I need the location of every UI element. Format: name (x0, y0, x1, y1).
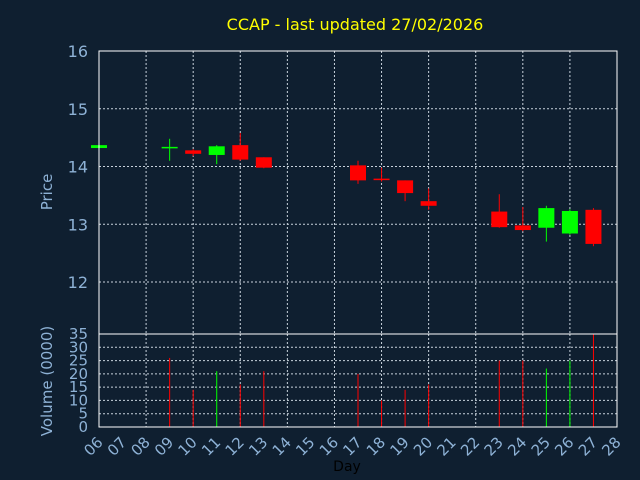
candle-body (161, 146, 178, 149)
candlesticks (91, 133, 602, 247)
x-tick-label: 09 (151, 433, 177, 459)
candle-body (397, 180, 414, 194)
candle-body (232, 145, 249, 160)
x-tick-label: 28 (598, 433, 624, 459)
volume-tick-label: 20 (69, 365, 88, 383)
volume-axis-label: Volume (0000) (38, 326, 56, 436)
volume-panel-frame (98, 333, 618, 428)
volume-tick-label: 10 (69, 391, 88, 409)
price-tick-label: 15 (68, 100, 88, 119)
x-tick-label: 26 (551, 433, 577, 459)
candle-body (185, 150, 202, 154)
x-tick-label: 07 (104, 433, 130, 459)
x-tick-label: 18 (363, 433, 389, 459)
x-tick-label: 17 (339, 433, 365, 459)
x-tick-label: 08 (127, 433, 153, 459)
candle-body (350, 165, 366, 181)
volume-tick-label: 15 (69, 378, 88, 396)
price-panel-frame (98, 50, 618, 335)
x-tick-label: 20 (410, 433, 436, 459)
x-tick-label: 15 (292, 433, 318, 459)
chart-title: CCAP - last updated 27/02/2026 (227, 15, 484, 34)
price-grid (99, 51, 617, 334)
x-tick-label: 06 (80, 433, 106, 459)
x-tick-label: 27 (575, 433, 601, 459)
price-tick-label: 12 (68, 273, 88, 292)
x-tick-label: 11 (198, 433, 224, 459)
x-tick-label: 13 (245, 433, 271, 459)
x-tick-label: 21 (434, 433, 460, 459)
volume-tick-label: 0 (78, 418, 88, 436)
candle-body (373, 178, 390, 181)
candle-body (561, 210, 578, 234)
candle-body (538, 208, 555, 228)
x-tick-label: 12 (222, 433, 248, 459)
volume-bars (169, 334, 594, 427)
volume-tick-label: 25 (69, 352, 88, 370)
candle-body (585, 209, 602, 244)
x-tick-label: 16 (316, 433, 342, 459)
x-tick-label: 19 (386, 433, 412, 459)
x-tick-labels: 0607080910111213141516171819202122232425… (80, 433, 624, 459)
price-tick-labels: 12 13 14 15 16 (68, 42, 88, 292)
candle-body (255, 157, 272, 168)
x-tick-label: 24 (504, 433, 530, 459)
volume-tick-label: 35 (69, 325, 88, 343)
x-axis-label: Day (333, 459, 361, 475)
x-tick-label: 25 (528, 433, 554, 459)
candle-body (420, 201, 437, 206)
candle-body (491, 211, 508, 228)
price-tick-label: 14 (68, 158, 88, 177)
candle-body (208, 146, 225, 155)
x-tick-label: 22 (457, 433, 483, 459)
price-tick-label: 16 (68, 42, 88, 61)
x-tick-label: 23 (481, 433, 507, 459)
price-tick-label: 13 (68, 215, 88, 234)
price-axis-label: Price (38, 174, 56, 211)
volume-tick-label: 30 (69, 338, 88, 356)
volume-tick-label: 5 (78, 405, 88, 423)
candle-body (514, 225, 531, 231)
x-tick-label: 10 (175, 433, 201, 459)
x-tick-label: 14 (269, 433, 295, 459)
